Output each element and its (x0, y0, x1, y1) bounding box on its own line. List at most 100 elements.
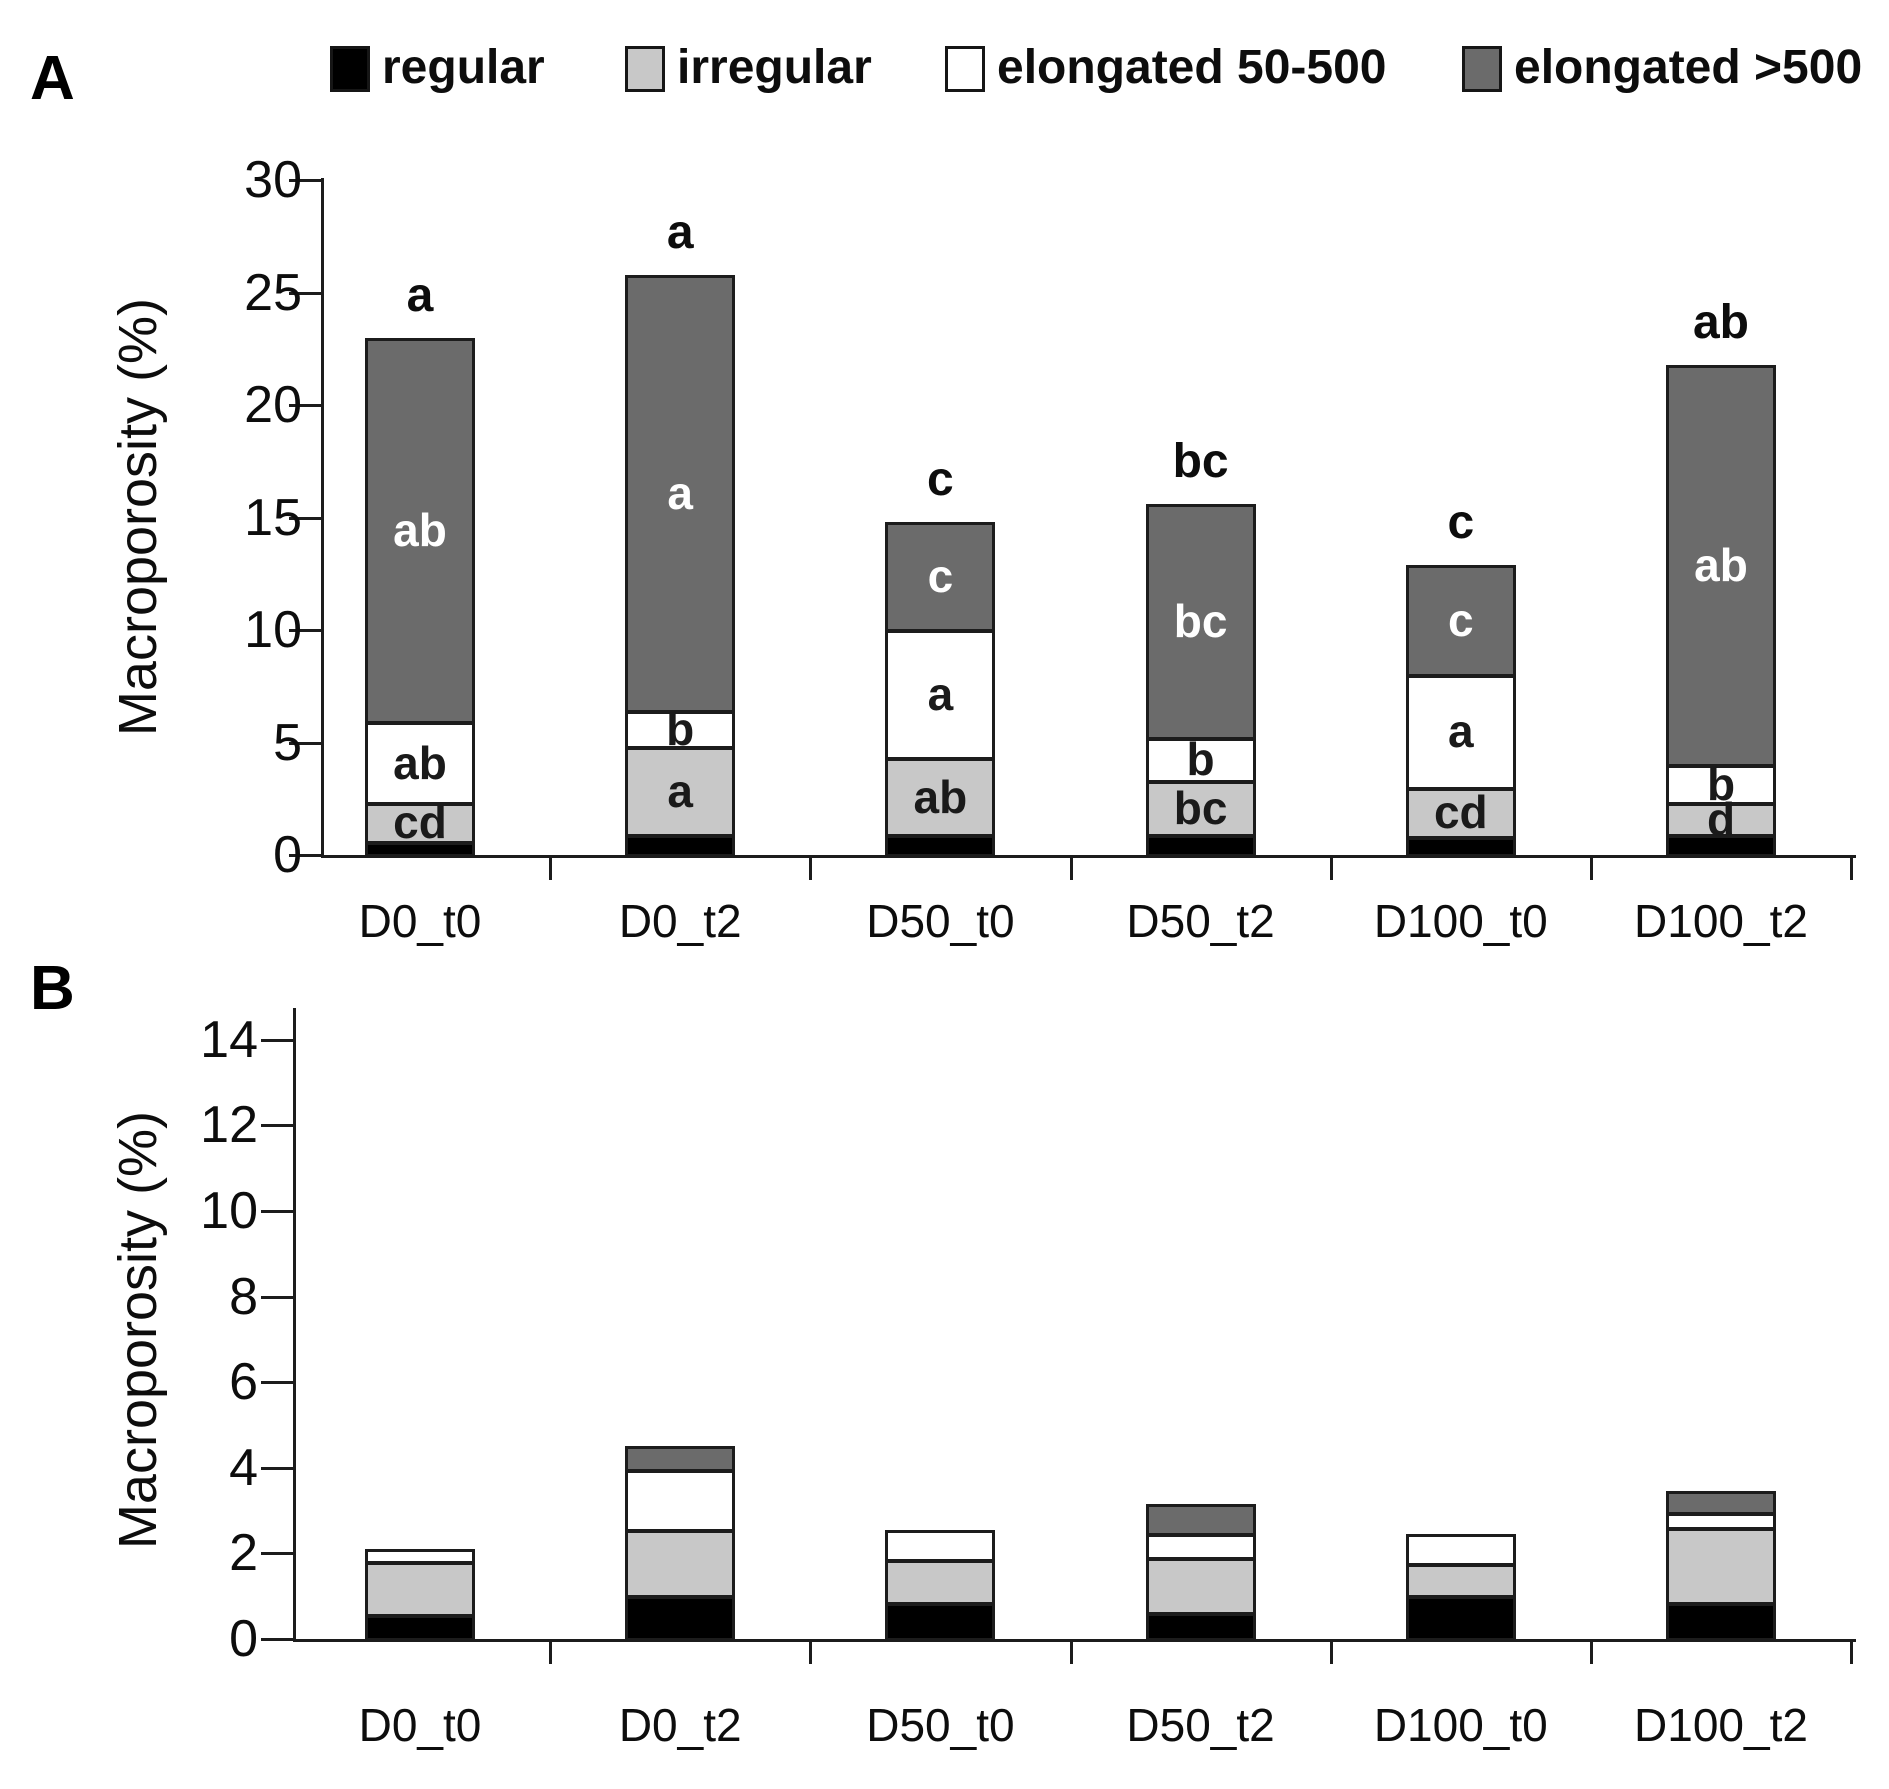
bar-segment-regular (365, 1615, 475, 1641)
bar-segment-irregular (1405, 1564, 1516, 1599)
y-tick (289, 516, 321, 520)
bar-segment-elongated-50-500 (1145, 1534, 1256, 1560)
x-category-label: D100_t0 (1373, 895, 1548, 947)
x-category-label: D50_t0 (866, 1699, 1015, 1751)
y-tick (261, 1466, 293, 1470)
y-tick-label: 8 (229, 1267, 258, 1326)
y-tick-label: 15 (244, 488, 302, 547)
legend-swatch-regular (330, 46, 370, 92)
x-tick (1589, 1639, 1593, 1664)
x-tick (1850, 855, 1854, 880)
x-tick (1589, 855, 1593, 880)
legend-swatch-irregular (625, 46, 665, 92)
bar-segment-elongated-50-500 (625, 1469, 736, 1532)
segment-letter: ab (1694, 538, 1748, 591)
x-tick (1329, 855, 1333, 880)
bar-segment-elongated-500 (625, 274, 736, 713)
bar-segment-irregular (625, 1529, 736, 1599)
x-tick (809, 1639, 813, 1664)
segment-letter: a (667, 764, 693, 817)
x-category-label: D50_t0 (866, 895, 1015, 947)
x-axis-line (321, 855, 1856, 858)
bar-segment-elongated-50-500 (365, 1549, 475, 1564)
y-tick-label: 20 (244, 376, 302, 434)
y-tick-label: 4 (229, 1438, 258, 1497)
segment-letter: a (667, 466, 693, 519)
segment-letter: ab (393, 736, 447, 789)
segment-letter: ab (393, 503, 447, 556)
bar-segment-irregular (1666, 1527, 1776, 1605)
y-tick-label: 2 (229, 1524, 258, 1583)
y-tick-label: 25 (244, 263, 302, 322)
segment-letter: bc (1173, 595, 1228, 647)
y-tick-label: 14 (200, 1010, 258, 1069)
x-category-label: D100_t2 (1634, 895, 1808, 947)
segment-letter: b (666, 703, 695, 755)
x-tick (1850, 1639, 1854, 1664)
bar-segment-elongated-500 (1666, 1491, 1776, 1515)
segment-letter: cd (393, 796, 447, 849)
segment-letter: b (1706, 758, 1736, 811)
y-axis-line (293, 1008, 296, 1642)
y-tick (261, 1638, 293, 1641)
legend-label: elongated >500 (1514, 41, 1863, 94)
x-category-label: D0_t2 (618, 1699, 742, 1751)
legend-swatch-elongated-500 (1462, 46, 1502, 92)
y-tick (261, 1210, 293, 1213)
x-tick (1069, 1639, 1073, 1664)
bar-segment-elongated-50-500 (1145, 738, 1256, 783)
segment-letter: bc (1173, 781, 1228, 834)
bar-segment-regular (1145, 834, 1256, 857)
bar-segment-regular (885, 1602, 996, 1641)
y-tick (261, 1552, 293, 1556)
bar-segment-irregular (1405, 787, 1516, 839)
bar-segment-regular (1405, 1596, 1516, 1641)
bar-total-letter: a (666, 205, 694, 259)
bar-segment-regular (885, 834, 996, 857)
y-tick (289, 404, 321, 407)
bar-segment-elongated-500 (885, 522, 996, 632)
bar-segment-elongated-500 (1145, 1504, 1256, 1537)
y-axis-line (321, 178, 324, 858)
y-tick (261, 1381, 293, 1385)
bar-segment-elongated-50-500 (885, 1529, 996, 1562)
y-tick (289, 179, 321, 182)
x-category-label: D100_t2 (1634, 1699, 1808, 1751)
segment-letter: d (1706, 793, 1736, 845)
x-category-label: D100_t0 (1373, 1699, 1548, 1751)
bar-segment-regular (625, 1596, 736, 1641)
bar-total-letter: a (406, 268, 434, 322)
y-tick (289, 291, 321, 295)
bar-segment-irregular (885, 1559, 996, 1605)
y-tick (289, 741, 321, 745)
x-tick (1329, 1639, 1333, 1664)
bar-segment-regular (1666, 1602, 1776, 1641)
bar-segment-irregular (1666, 803, 1776, 837)
bar-segment-irregular (1145, 1557, 1256, 1616)
y-tick-label: 10 (244, 601, 302, 659)
x-tick (809, 855, 813, 880)
bar-segment-elongated-50-500 (1666, 765, 1776, 806)
x-tick (549, 1639, 553, 1664)
bar-segment-elongated-50-500 (365, 722, 475, 806)
y-tick (261, 1295, 293, 1299)
bar-segment-elongated-500 (1405, 564, 1516, 677)
legend-label: elongated 50-500 (997, 41, 1387, 94)
bar-segment-elongated-500 (1666, 364, 1776, 767)
panel-label: A (30, 44, 75, 113)
bar-total-letter: ab (1692, 295, 1749, 349)
x-category-label: D50_t2 (1126, 895, 1275, 947)
y-tick-label: 12 (200, 1096, 258, 1155)
segment-letter: a (1448, 705, 1474, 758)
segment-letter: b (1186, 733, 1215, 786)
x-category-label: D0_t2 (618, 895, 742, 947)
panel-label: B (30, 954, 75, 1023)
y-tick-label: 6 (229, 1353, 258, 1412)
bar-segment-elongated-500 (365, 337, 475, 725)
bar-total-letter: c (1447, 495, 1475, 549)
bar-segment-irregular (365, 1561, 475, 1618)
bar-total-letter: bc (1172, 435, 1229, 488)
bar-segment-elongated-500 (625, 1446, 736, 1472)
legend-label: irregular (677, 41, 872, 94)
